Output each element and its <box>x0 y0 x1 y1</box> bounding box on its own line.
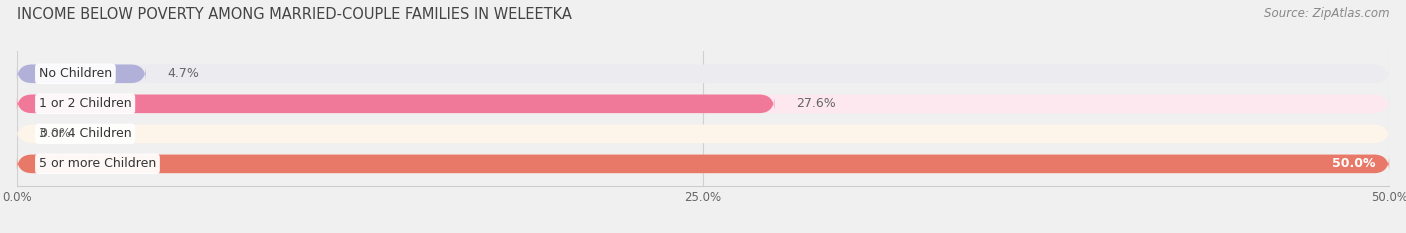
Text: 27.6%: 27.6% <box>796 97 837 110</box>
FancyBboxPatch shape <box>17 65 1389 83</box>
Text: 50.0%: 50.0% <box>1331 157 1375 170</box>
Text: 3 or 4 Children: 3 or 4 Children <box>39 127 131 140</box>
Text: No Children: No Children <box>39 67 112 80</box>
FancyBboxPatch shape <box>17 95 1389 113</box>
FancyBboxPatch shape <box>17 154 1389 173</box>
Text: 5 or more Children: 5 or more Children <box>39 157 156 170</box>
Text: 1 or 2 Children: 1 or 2 Children <box>39 97 131 110</box>
FancyBboxPatch shape <box>17 65 146 83</box>
Text: INCOME BELOW POVERTY AMONG MARRIED-COUPLE FAMILIES IN WELEETKA: INCOME BELOW POVERTY AMONG MARRIED-COUPL… <box>17 7 572 22</box>
Text: Source: ZipAtlas.com: Source: ZipAtlas.com <box>1264 7 1389 20</box>
Text: 0.0%: 0.0% <box>39 127 70 140</box>
FancyBboxPatch shape <box>17 95 775 113</box>
FancyBboxPatch shape <box>17 124 1389 143</box>
FancyBboxPatch shape <box>17 154 1389 173</box>
Text: 4.7%: 4.7% <box>167 67 200 80</box>
